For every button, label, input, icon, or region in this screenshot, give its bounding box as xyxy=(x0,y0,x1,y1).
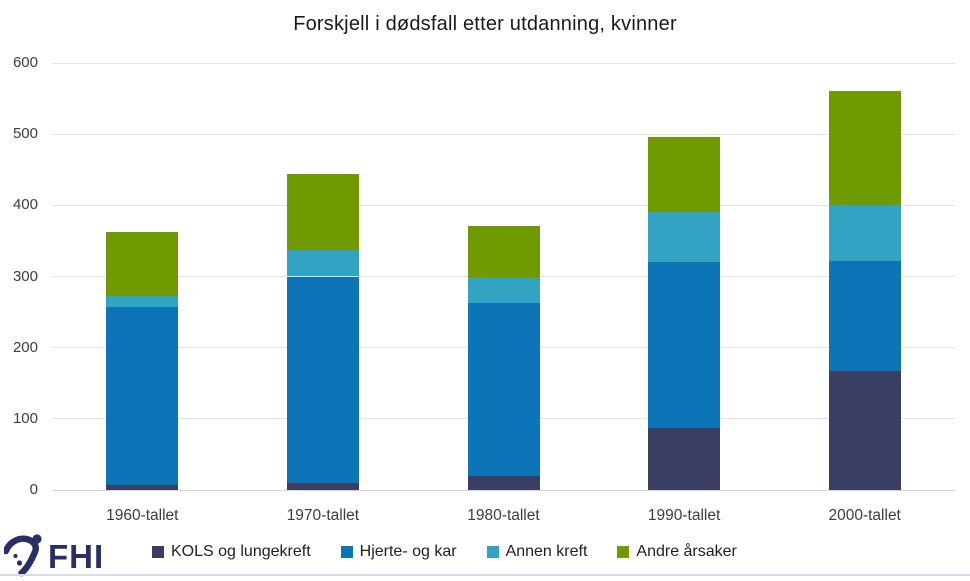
gridline xyxy=(52,204,955,206)
bar-segment xyxy=(106,296,179,308)
legend-item: Andre årsaker xyxy=(617,543,737,561)
bar-segment xyxy=(286,276,359,483)
legend-item: Annen kreft xyxy=(486,543,588,561)
bar-segment xyxy=(106,307,179,485)
legend-item: Hjerte- og kar xyxy=(340,543,457,561)
bottom-divider xyxy=(0,574,970,576)
y-tick-label: 400 xyxy=(12,196,38,214)
bar-segment xyxy=(467,225,540,278)
bar-1970-tallet xyxy=(286,63,359,490)
y-tick-label: 500 xyxy=(12,125,38,143)
gridline xyxy=(52,62,955,64)
chart-title: Forskjell i dødsfall etter utdanning, kv… xyxy=(293,13,677,35)
legend-item: KOLS og lungekreft xyxy=(152,543,311,561)
legend-swatch xyxy=(340,546,353,558)
bar-segment xyxy=(106,232,179,297)
bar-1990-tallet xyxy=(648,63,721,490)
bar-segment xyxy=(828,260,901,372)
bar-1980-tallet xyxy=(467,63,540,490)
y-tick-label: 300 xyxy=(12,267,38,285)
chart-legend: KOLS og lungekreft Hjerte- og kar Annen kr… xyxy=(152,543,737,561)
gridline xyxy=(52,133,955,135)
bar-segment xyxy=(467,277,540,303)
bar-segment xyxy=(467,302,540,476)
legend-swatch xyxy=(617,546,630,558)
bar-segment xyxy=(828,371,901,490)
bar-segment xyxy=(828,204,901,261)
bar-segment xyxy=(648,211,721,263)
bar-segment xyxy=(286,174,359,251)
y-tick-label: 0 xyxy=(29,481,38,498)
x-category-label: 2000-tallet xyxy=(828,507,901,524)
bar-segment xyxy=(106,485,179,490)
x-category-label: 1980-tallet xyxy=(467,507,540,524)
legend-label: KOLS og lungekreft xyxy=(171,543,311,560)
bar-segment xyxy=(286,250,359,277)
x-axis-line xyxy=(52,489,955,491)
x-category-label: 1970-tallet xyxy=(286,507,360,524)
bar-segment xyxy=(648,428,721,490)
y-tick-label: 100 xyxy=(12,409,38,427)
bar-segment xyxy=(648,262,721,429)
legend-label: Hjerte- og kar xyxy=(359,543,457,560)
bar-1960-tallet xyxy=(106,63,179,490)
fhi-logo-text: FHI xyxy=(48,537,105,575)
x-category-label: 1960-tallet xyxy=(106,507,179,524)
legend-label: Annen kreft xyxy=(505,543,588,560)
y-tick-label: 200 xyxy=(12,338,38,356)
bar-segment xyxy=(286,482,359,490)
legend-label: Andre årsaker xyxy=(636,543,737,560)
y-tick-label: 600 xyxy=(12,54,38,71)
legend-swatch xyxy=(152,546,164,558)
fhi-logo-icon xyxy=(4,534,42,577)
bar-segment xyxy=(828,90,901,205)
fhi-logo: FHI xyxy=(4,529,119,579)
legend-swatch xyxy=(486,546,499,558)
x-category-label: 1990-tallet xyxy=(647,507,721,524)
bar-segment xyxy=(467,475,540,490)
bar-2000-tallet xyxy=(828,63,901,490)
bar-segment xyxy=(648,137,721,212)
